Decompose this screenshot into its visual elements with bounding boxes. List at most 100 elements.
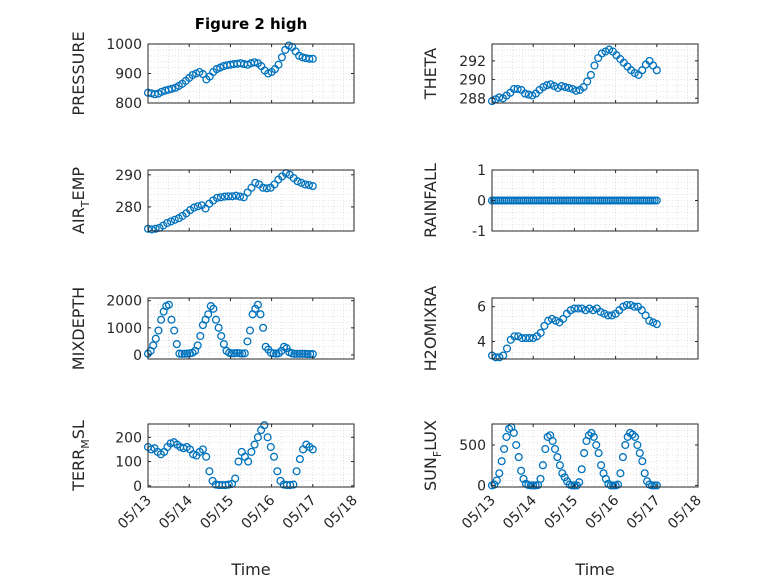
- data-point: [286, 481, 295, 490]
- y-tick-label: 290: [459, 73, 486, 89]
- data-point: [502, 344, 512, 353]
- data-point: [525, 334, 534, 343]
- data-point: [555, 461, 564, 470]
- data-point: [193, 341, 202, 350]
- data-point: [232, 191, 241, 200]
- data-point: [566, 306, 575, 315]
- data-point: [594, 449, 603, 458]
- data-point: [251, 304, 260, 313]
- data-point: [211, 315, 221, 324]
- data-point: [560, 473, 569, 482]
- data-point: [167, 84, 177, 93]
- data-point: [247, 447, 256, 456]
- data-point: [628, 430, 637, 439]
- subplot-pressure: 800 900 1000 PRESSURE Figure 2 high: [69, 15, 355, 116]
- y-tick-label: 800: [115, 96, 142, 112]
- data-point: [652, 320, 661, 329]
- y-tick-label: 1: [477, 163, 486, 179]
- data-point: [260, 421, 269, 430]
- data-point: [154, 326, 163, 335]
- axes-box: [491, 297, 699, 360]
- data-point: [151, 224, 160, 233]
- x-axis-label: Time: [230, 560, 270, 579]
- data-point: [244, 457, 253, 466]
- data-point: [514, 332, 523, 341]
- data-point: [304, 181, 314, 190]
- data-point: [151, 334, 160, 343]
- data-point: [604, 311, 613, 320]
- data-point: [163, 218, 172, 228]
- data-point: [618, 453, 627, 462]
- data-point: [175, 349, 184, 358]
- data-point: [308, 54, 317, 63]
- data-point: [619, 302, 628, 311]
- data-point: [209, 304, 218, 313]
- data-point: [289, 480, 298, 489]
- data-point: [574, 304, 583, 313]
- data-point: [214, 323, 223, 332]
- data-point: [609, 481, 618, 490]
- data-point: [536, 328, 545, 337]
- data-point: [298, 349, 307, 358]
- data-point: [652, 66, 661, 75]
- y-axis-label: H2OMIXRA: [421, 286, 440, 372]
- data-point: [253, 300, 262, 309]
- data-point: [240, 349, 249, 358]
- data-point: [251, 178, 260, 187]
- data-point: [497, 457, 506, 466]
- data-point: [561, 83, 570, 92]
- subplot-rainfall: -1 0 1 RAINFALL: [421, 163, 699, 240]
- data-point: [172, 340, 181, 349]
- data-point: [495, 93, 504, 102]
- data-point: [579, 83, 588, 92]
- data-point: [652, 196, 661, 205]
- data-point: [164, 300, 173, 309]
- y-tick-label: 290: [115, 168, 142, 184]
- data-point: [205, 467, 214, 476]
- data-point: [590, 61, 599, 70]
- data-point: [250, 440, 259, 449]
- data-point: [638, 66, 647, 75]
- data-point: [607, 311, 616, 320]
- data-point: [559, 314, 568, 323]
- subplot-sun-flux: 05/13 05/14 05/15 05/16 05/17 05/18 0 500 SUNFLU…: [421, 420, 705, 579]
- data-point: [308, 445, 317, 454]
- data-point: [227, 349, 236, 358]
- data-point: [217, 331, 226, 341]
- data-point: [547, 314, 556, 323]
- data-point: [645, 316, 654, 325]
- data-point: [490, 480, 499, 489]
- data-point: [509, 428, 518, 437]
- data-point: [622, 300, 631, 310]
- data-point: [250, 58, 259, 67]
- data-point: [586, 70, 595, 79]
- data-point: [630, 302, 639, 311]
- data-point: [536, 474, 545, 483]
- data-point: [224, 192, 233, 201]
- data-point: [583, 77, 592, 86]
- subplot-theta: 288 290 292 THETA: [421, 43, 699, 107]
- data-point: [638, 457, 647, 466]
- axes-box: [491, 43, 699, 104]
- data-point: [510, 332, 519, 341]
- data-point: [303, 350, 312, 359]
- data-point: [183, 349, 192, 358]
- data-point: [231, 474, 240, 483]
- data-point: [216, 193, 225, 202]
- y-tick-label: 4: [477, 335, 486, 351]
- data-point: [290, 349, 299, 358]
- data-point: [542, 81, 551, 90]
- x-tick-label: 05/13: [459, 493, 499, 533]
- data-point: [305, 54, 314, 63]
- x-tick-label: 05/13: [115, 493, 155, 533]
- data-point: [253, 433, 262, 442]
- x-tick-label: 05/18: [665, 493, 705, 533]
- y-tick-label: 2000: [106, 294, 142, 310]
- data-point: [540, 321, 549, 330]
- data-point: [613, 480, 623, 489]
- data-point: [538, 461, 547, 470]
- data-point: [277, 53, 286, 62]
- data-point: [243, 188, 252, 197]
- data-point: [502, 432, 511, 441]
- data-point: [234, 457, 243, 466]
